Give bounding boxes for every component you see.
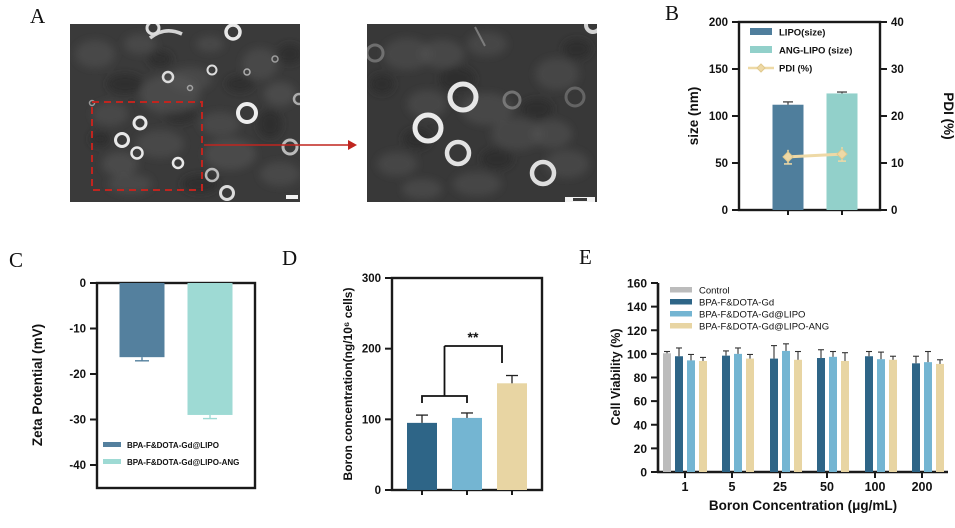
bar-BPA-F&DOTA-Gd@LIPO-ANG bbox=[187, 283, 233, 415]
svg-text:**: ** bbox=[468, 329, 479, 345]
svg-text:0: 0 bbox=[640, 466, 647, 480]
svg-text:-30: -30 bbox=[69, 415, 86, 427]
tem-image-left bbox=[70, 24, 300, 202]
cell-viability-chart: 0 20 40 60 80 100 120 140 160 Cell Viability (%) 1… bbox=[609, 277, 948, 513]
svg-text:0: 0 bbox=[80, 278, 86, 290]
svg-text:120: 120 bbox=[627, 324, 647, 338]
svg-text:300: 300 bbox=[362, 273, 381, 285]
svg-text:5: 5 bbox=[729, 480, 736, 494]
svg-text:Boron concentration(ng/10⁶ cel: Boron concentration(ng/10⁶ cells) bbox=[341, 288, 355, 481]
svg-text:-10: -10 bbox=[69, 324, 86, 336]
svg-text:Control: Control bbox=[699, 286, 730, 297]
svg-text:BPA-F&DOTA-Gd@LIPO-ANG: BPA-F&DOTA-Gd@LIPO-ANG bbox=[127, 458, 239, 467]
svg-text:PDI (%): PDI (%) bbox=[779, 64, 812, 75]
svg-text:160: 160 bbox=[627, 277, 647, 291]
bar-BPA-F&DOTA-Gd-200 bbox=[912, 363, 920, 472]
svg-text:-40: -40 bbox=[69, 460, 86, 472]
svg-text:Zeta Potential (mV): Zeta Potential (mV) bbox=[30, 324, 45, 446]
svg-text:40: 40 bbox=[891, 17, 904, 29]
roi-dashed-box bbox=[91, 101, 203, 191]
svg-text:BPA-F&DOTA-Gd@LIPO-ANG: BPA-F&DOTA-Gd@LIPO-ANG bbox=[699, 322, 829, 333]
bar-BPA-F&DOTA-Gd@LIPO-ANG-50 bbox=[841, 360, 849, 472]
svg-text:BPA-F&DOTA-Gd: BPA-F&DOTA-Gd bbox=[699, 298, 774, 309]
zeta-potential-chart: 0 -10 -20 -30 -40 Zeta Potential (mV) BPA-F&DO… bbox=[30, 278, 257, 490]
bar-BPA-F&DOTA-Gd@LIPO-5 bbox=[734, 353, 742, 472]
svg-text:100: 100 bbox=[627, 347, 647, 361]
bar-BPA-F&DOTA-Gd-1 bbox=[675, 356, 683, 472]
svg-text:140: 140 bbox=[627, 300, 647, 314]
panel-label-a: A bbox=[30, 4, 46, 28]
svg-text:100: 100 bbox=[709, 111, 728, 123]
zoom-arrow-icon bbox=[204, 140, 357, 150]
bar-BPA-F&DOTA-Gd@LIPO-25 bbox=[782, 350, 790, 472]
svg-text:100: 100 bbox=[362, 414, 381, 426]
bar-BPA-F&DOTA-Gd@LIPO bbox=[452, 417, 482, 490]
svg-text:50: 50 bbox=[715, 158, 728, 170]
bar-BPA-F&DOTA-Gd@LIPO-200 bbox=[924, 362, 932, 472]
bar-BPA-F&DOTA-Gd@LIPO bbox=[119, 283, 165, 358]
svg-text:size (nm): size (nm) bbox=[686, 87, 701, 146]
bar-BPA-F&DOTA-Gd-5 bbox=[722, 355, 730, 472]
svg-text:20: 20 bbox=[634, 442, 648, 456]
svg-text:60: 60 bbox=[634, 395, 648, 409]
svg-text:20: 20 bbox=[891, 111, 904, 123]
svg-text:Cell Viability (%): Cell Viability (%) bbox=[609, 328, 623, 425]
bar-BPA-F&DOTA-Gd-100 bbox=[865, 356, 873, 472]
bar-BPA-F&DOTA-Gd-50 bbox=[817, 358, 825, 472]
bar-BPA-F&DOTA-Gd@LIPO-1 bbox=[687, 360, 695, 472]
bar-BPA-F&DOTA-Gd@LIPO-100 bbox=[877, 359, 885, 472]
svg-text:0: 0 bbox=[722, 205, 728, 217]
svg-text:200: 200 bbox=[362, 344, 381, 356]
bar-BPA-F&DOTA-Gd@LIPO-ANG-200 bbox=[936, 363, 944, 472]
svg-text:0: 0 bbox=[375, 485, 381, 497]
svg-text:50: 50 bbox=[820, 480, 834, 494]
svg-text:150: 150 bbox=[709, 64, 728, 76]
panel-label-b: B bbox=[665, 1, 680, 25]
svg-text:BPA-F&DOTA-Gd@LIPO: BPA-F&DOTA-Gd@LIPO bbox=[127, 441, 219, 450]
bar-BPA-F&DOTA-Gd@LIPO-ANG-5 bbox=[746, 358, 754, 472]
svg-text:200: 200 bbox=[912, 480, 933, 494]
svg-text:40: 40 bbox=[634, 418, 648, 432]
bar-BPA-F&DOTA-Gd-25 bbox=[770, 358, 778, 472]
size-pdi-chart: 0 50 100 150 200 0 10 20 30 40 size (nm) PDI (%) LIP… bbox=[686, 17, 955, 217]
boron-concentration-chart: 0 100 200 300 Boron concentration(ng/10⁶ cel… bbox=[341, 273, 544, 497]
svg-text:200: 200 bbox=[709, 17, 728, 29]
svg-text:30: 30 bbox=[891, 64, 904, 76]
panel-label-d: D bbox=[282, 246, 298, 270]
panel-label-c: C bbox=[9, 248, 24, 272]
svg-text:100: 100 bbox=[865, 480, 886, 494]
bar-BPA-F&DOTA-Gd@LIPO-ANG-100 bbox=[889, 359, 897, 472]
svg-text:0: 0 bbox=[891, 205, 897, 217]
svg-text:LIPO(size): LIPO(size) bbox=[779, 28, 825, 39]
svg-text:BPA-F&DOTA-Gd@LIPO: BPA-F&DOTA-Gd@LIPO bbox=[699, 310, 805, 321]
bar-Control-1 bbox=[663, 353, 671, 472]
bar-BPA-F&DOTA-Gd@LIPO-ANG-25 bbox=[794, 359, 802, 472]
significance-bracket bbox=[421, 345, 503, 403]
svg-text:-20: -20 bbox=[69, 369, 86, 381]
panel-label-e: E bbox=[579, 245, 592, 269]
svg-text:1: 1 bbox=[682, 480, 689, 494]
svg-text:80: 80 bbox=[634, 371, 648, 385]
bar-BPA-F&DOTA-Gd@LIPO-ANG bbox=[497, 383, 527, 490]
tem-image-right bbox=[367, 24, 597, 202]
svg-text:10: 10 bbox=[891, 158, 904, 170]
scale-bar-left bbox=[286, 195, 298, 199]
bar-BPA-F&DOTA-Gd bbox=[407, 422, 437, 490]
svg-text:Boron Concentration (μg/mL): Boron Concentration (μg/mL) bbox=[709, 498, 897, 513]
svg-text:PDI (%): PDI (%) bbox=[941, 92, 955, 139]
svg-text:ANG-LIPO (size): ANG-LIPO (size) bbox=[779, 46, 852, 57]
bar-BPA-F&DOTA-Gd@LIPO-50 bbox=[829, 356, 837, 472]
bar-BPA-F&DOTA-Gd@LIPO-ANG-1 bbox=[699, 360, 707, 472]
svg-text:25: 25 bbox=[773, 480, 787, 494]
